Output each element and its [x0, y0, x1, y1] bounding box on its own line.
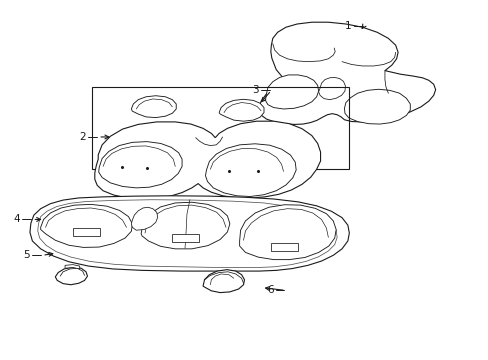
Polygon shape: [131, 207, 158, 230]
Text: 5: 5: [23, 250, 30, 260]
Text: 4: 4: [14, 215, 20, 224]
Polygon shape: [259, 22, 435, 125]
Polygon shape: [141, 202, 229, 249]
Polygon shape: [344, 89, 409, 124]
Polygon shape: [239, 205, 335, 260]
Polygon shape: [205, 144, 296, 197]
Text: 3: 3: [252, 85, 259, 95]
Polygon shape: [55, 267, 87, 285]
Text: 6: 6: [266, 285, 273, 296]
Polygon shape: [30, 196, 348, 271]
Polygon shape: [131, 96, 176, 118]
Polygon shape: [219, 99, 264, 121]
Bar: [172, 234, 199, 242]
Polygon shape: [95, 121, 320, 199]
Polygon shape: [99, 141, 182, 188]
Text: 2: 2: [79, 132, 86, 142]
Polygon shape: [41, 204, 132, 247]
Bar: [271, 243, 298, 251]
Polygon shape: [65, 265, 80, 269]
Polygon shape: [318, 77, 345, 100]
Polygon shape: [203, 270, 244, 293]
Polygon shape: [265, 75, 318, 109]
Text: 1: 1: [345, 21, 351, 31]
Bar: [73, 228, 100, 236]
